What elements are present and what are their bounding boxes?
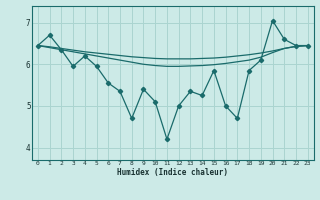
X-axis label: Humidex (Indice chaleur): Humidex (Indice chaleur)	[117, 168, 228, 177]
